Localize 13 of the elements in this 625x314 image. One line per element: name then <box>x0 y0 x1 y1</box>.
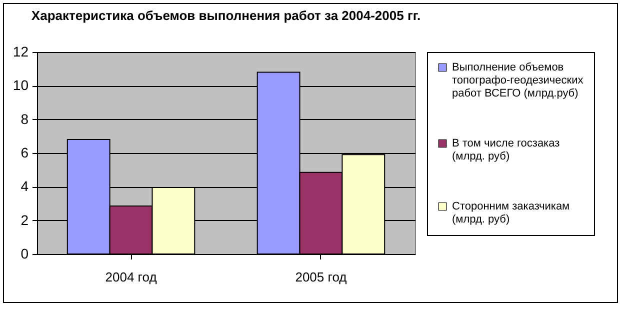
y-tick-label: 2 <box>20 212 29 228</box>
x-tick-label: 2004 год <box>105 270 158 284</box>
legend-label: Сторонним заказчикам (млрд. руб) <box>452 200 570 226</box>
y-tick-label: 0 <box>20 246 29 262</box>
chart-title: Характеристика объемов выполнения работ за 2004-2005 гг. <box>31 8 421 23</box>
y-tick-label: 10 <box>12 77 29 94</box>
x-tick-label: 2005 год <box>295 270 348 284</box>
y-tick-label: 6 <box>20 144 29 160</box>
legend-label: Выполнение объемов топографо-геодезических работ ВСЕГО (млрд.руб) <box>452 62 584 100</box>
legend-label: В том числе госзаказ (млрд. руб) <box>452 138 560 162</box>
y-tick-label: 8 <box>20 110 29 127</box>
y-tick-label: 4 <box>20 178 29 194</box>
y-tick-label: 12 <box>12 44 29 60</box>
